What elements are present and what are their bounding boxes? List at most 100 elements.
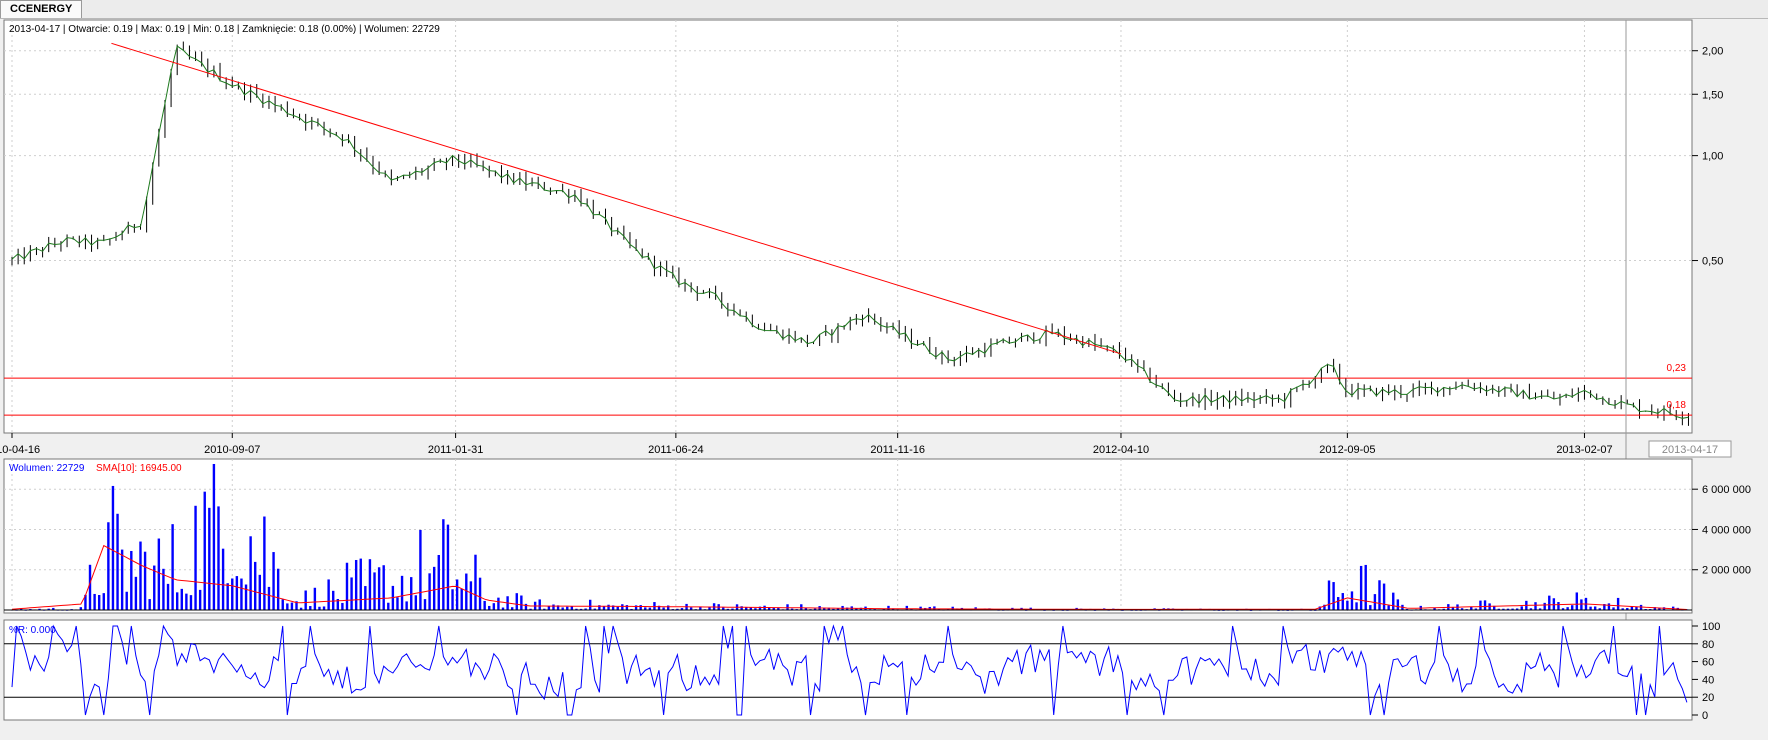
volume-legend: Wolumen: 22729 bbox=[9, 463, 85, 474]
volume-bar bbox=[451, 589, 454, 610]
volume-bar bbox=[166, 583, 170, 610]
volume-bar bbox=[405, 601, 408, 610]
volume-bar bbox=[1369, 605, 1372, 610]
price-panel[interactable] bbox=[3, 19, 1693, 434]
volume-bar bbox=[387, 602, 390, 610]
volume-bar bbox=[437, 554, 440, 610]
volume-bar bbox=[1341, 593, 1344, 610]
volume-bar bbox=[455, 579, 459, 610]
volume-bar bbox=[786, 604, 789, 610]
volume-bar bbox=[1575, 592, 1579, 610]
wr-legend: %R: 0.000 bbox=[9, 625, 56, 636]
williams-r-panel[interactable] bbox=[3, 619, 1693, 721]
volume-bar bbox=[933, 606, 936, 610]
volume-bar bbox=[309, 606, 312, 610]
volume-bar bbox=[322, 606, 326, 610]
volume-bar bbox=[171, 524, 174, 610]
volume-bar bbox=[299, 607, 303, 610]
chart-area[interactable]: 2013-04-17 | Otwarcie: 0.19 | Max: 0.19 … bbox=[0, 18, 1768, 735]
volume-bar bbox=[364, 586, 367, 610]
price-x-tick-label: 2011-06-24 bbox=[648, 444, 703, 456]
volume-bar bbox=[777, 608, 780, 610]
volume-bar bbox=[125, 591, 128, 610]
volume-bar bbox=[327, 579, 330, 610]
volume-bar bbox=[478, 577, 482, 610]
volume-bar bbox=[515, 593, 518, 610]
volume-bar bbox=[1548, 595, 1551, 610]
volume-bar bbox=[1502, 608, 1505, 610]
volume-bar bbox=[198, 589, 202, 610]
volume-bar bbox=[267, 586, 271, 610]
volume-bar bbox=[800, 604, 803, 610]
volume-bar bbox=[1382, 583, 1386, 610]
volume-bar bbox=[442, 519, 445, 610]
volume-bar bbox=[134, 576, 138, 610]
volume-bar bbox=[157, 538, 161, 610]
volume-bar bbox=[1346, 600, 1349, 610]
volume-bar bbox=[740, 606, 743, 610]
volume-bar bbox=[120, 549, 124, 610]
volume-bar bbox=[823, 607, 826, 610]
volume-bar bbox=[1470, 606, 1473, 610]
volume-bar bbox=[1561, 608, 1565, 610]
volume-bar bbox=[625, 605, 629, 610]
wr-y-tick-label: 20 bbox=[1702, 692, 1714, 704]
volume-bar bbox=[19, 608, 23, 610]
volume-bar bbox=[1598, 608, 1601, 610]
volume-bar bbox=[332, 590, 335, 610]
volume-bar bbox=[1355, 602, 1358, 610]
volume-bar bbox=[1580, 599, 1583, 610]
volume-bar bbox=[47, 608, 50, 610]
volume-bar bbox=[1451, 607, 1455, 610]
volume-bar bbox=[185, 593, 188, 610]
volume-panel[interactable] bbox=[3, 458, 1693, 614]
volume-bar bbox=[653, 602, 656, 610]
volume-bar bbox=[1538, 608, 1542, 610]
volume-bar bbox=[469, 581, 473, 610]
volume-bar bbox=[1520, 606, 1523, 610]
tab-ccenergy[interactable]: CCENERGY bbox=[0, 0, 83, 18]
volume-bar bbox=[336, 598, 340, 610]
volume-bar bbox=[1506, 608, 1510, 610]
volume-bar bbox=[446, 524, 450, 610]
volume-bar bbox=[97, 595, 101, 610]
volume-bar bbox=[689, 607, 693, 610]
volume-bar bbox=[1378, 580, 1381, 610]
volume-bar bbox=[221, 548, 225, 610]
volume-bar bbox=[345, 562, 349, 610]
volume-bar bbox=[951, 606, 954, 610]
price-x-tick-label: 2011-11-16 bbox=[870, 444, 925, 456]
volume-bar bbox=[1479, 600, 1482, 610]
volume-bar bbox=[731, 608, 734, 610]
volume-bar bbox=[726, 608, 730, 610]
volume-bar bbox=[708, 606, 711, 610]
volume-bar bbox=[538, 599, 541, 610]
price-y-tick-label: 0,50 bbox=[1702, 256, 1723, 268]
volume-bar bbox=[460, 588, 463, 610]
volume-bar bbox=[657, 605, 661, 610]
volume-bar bbox=[584, 608, 587, 610]
volume-bar bbox=[722, 607, 725, 610]
volume-bar bbox=[1658, 607, 1661, 610]
volume-bar bbox=[745, 607, 748, 610]
volume-bar bbox=[887, 605, 890, 610]
volume-bar bbox=[644, 607, 647, 610]
volume-bar bbox=[1566, 607, 1569, 610]
volume-bar bbox=[634, 605, 638, 610]
volume-bar bbox=[1529, 608, 1533, 610]
volume-bar bbox=[488, 605, 491, 610]
volume-bar bbox=[88, 564, 92, 610]
volume-bar bbox=[1612, 607, 1615, 610]
volume-bar bbox=[1607, 603, 1611, 610]
volume-bar bbox=[905, 605, 909, 610]
trend-line bbox=[111, 42, 1122, 355]
volume-y-tick-label: 4 000 000 bbox=[1702, 524, 1751, 536]
volume-bar bbox=[588, 599, 592, 610]
volume-bar bbox=[621, 604, 624, 610]
volume-bar bbox=[1534, 602, 1537, 610]
volume-bar bbox=[1323, 604, 1326, 610]
sma-line bbox=[11, 544, 1687, 610]
volume-bar bbox=[1442, 608, 1445, 610]
volume-bar bbox=[754, 608, 757, 610]
volume-bar bbox=[428, 573, 431, 610]
